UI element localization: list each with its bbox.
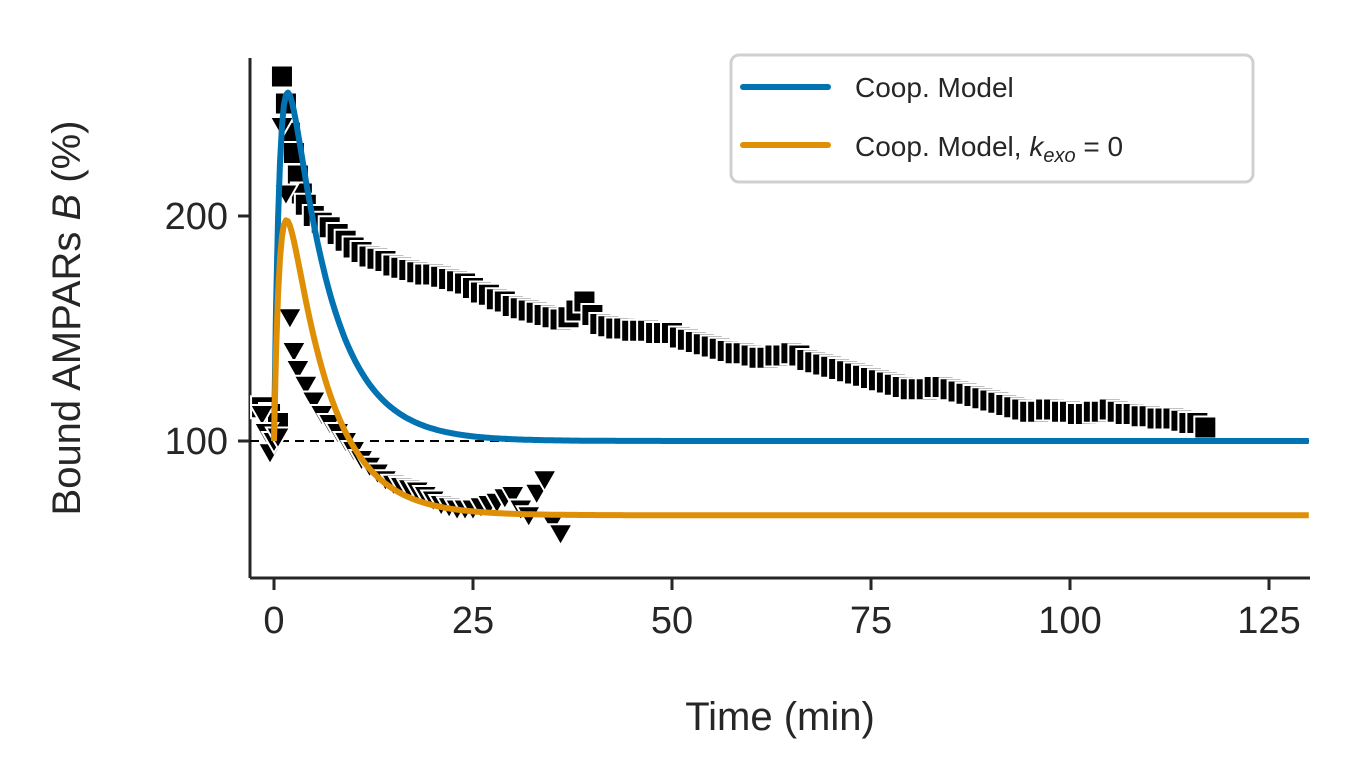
triangle-point (280, 341, 308, 366)
line-coop-model-kexo0 (271, 217, 1310, 519)
plot-area (250, 64, 1310, 548)
triangle-point (250, 404, 276, 429)
triangle-point (276, 307, 304, 332)
y-tick-label-100: 100 (165, 421, 228, 463)
line-coop-model (271, 89, 1310, 444)
y-axis-label-symbol: B (45, 194, 89, 221)
line-layer (271, 89, 1310, 519)
triangle-point (284, 359, 312, 384)
y-tick-label-200: 200 (165, 196, 228, 238)
axes: 0 25 50 75 100 125 100 200 (165, 58, 1310, 642)
triangle-point (300, 390, 328, 415)
triangle-point (292, 374, 320, 399)
x-tick-label-100: 100 (1038, 600, 1101, 642)
scatter-layer (250, 64, 1218, 548)
triangle-point (530, 469, 559, 494)
x-ticks: 0 25 50 75 100 125 (263, 578, 1301, 642)
x-tick-label-125: 125 (1237, 600, 1300, 642)
legend-label-coop-model-kexo0: Coop. Model, kexo = 0 (855, 131, 1123, 167)
triangle-point (546, 523, 575, 548)
legend-label-kexo0-sub: exo (1043, 145, 1075, 167)
y-axis-label: Bound AMPARs B (%) (45, 121, 89, 516)
legend-label-coop-model: Coop. Model (855, 72, 1014, 103)
x-axis-label: Time (min) (685, 695, 875, 739)
square-point (269, 64, 294, 89)
legend-label-kexo0-k: k (1029, 131, 1045, 162)
y-ticks: 100 200 (165, 196, 250, 463)
legend-frame (729, 53, 1255, 184)
x-tick-label-25: 25 (452, 600, 494, 642)
legend-label-kexo0-text: Coop. Model, (855, 131, 1029, 162)
x-tick-label-75: 75 (850, 600, 892, 642)
triangle-point (499, 485, 527, 510)
legend: Coop. Model Coop. Model, kexo = 0 (729, 53, 1255, 184)
y-axis-label-start: Bound AMPARs (45, 221, 89, 516)
x-tick-label-50: 50 (651, 600, 693, 642)
legend-label-kexo0-tail: = 0 (1076, 131, 1123, 162)
y-axis-label-end: (%) (45, 121, 89, 194)
x-tick-label-0: 0 (263, 600, 284, 642)
square-point (1193, 415, 1218, 440)
